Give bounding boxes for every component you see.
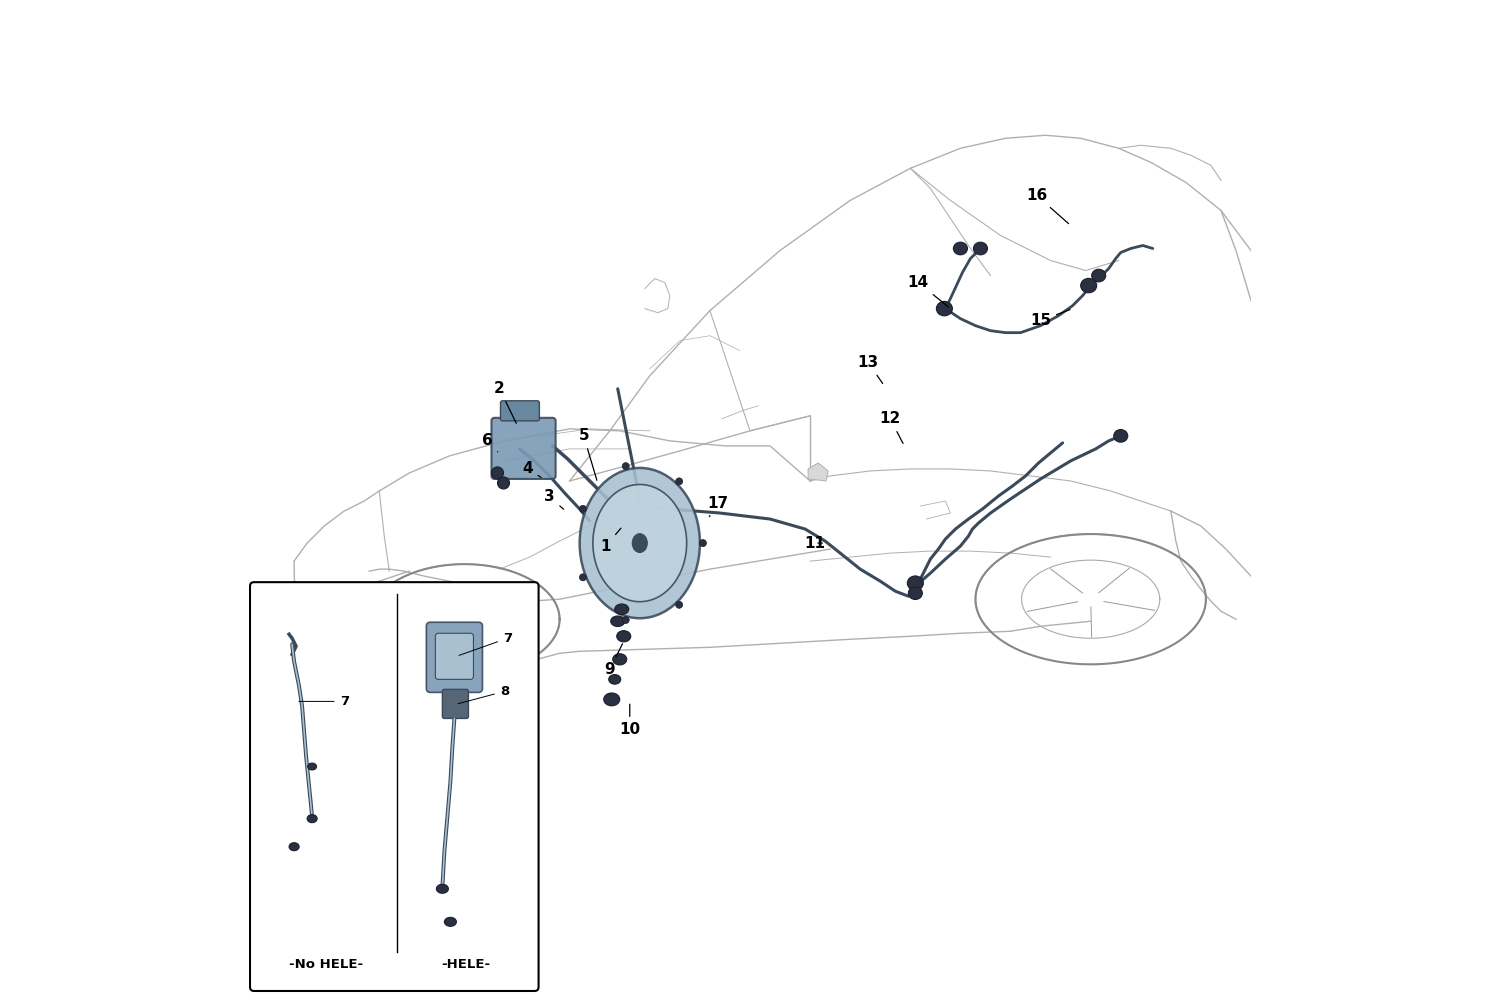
Text: 16: 16 [1026,188,1068,223]
FancyBboxPatch shape [251,582,538,991]
Ellipse shape [579,574,586,581]
Ellipse shape [622,616,628,623]
Text: 13: 13 [858,356,882,384]
Ellipse shape [908,576,924,590]
Ellipse shape [1113,430,1128,442]
FancyBboxPatch shape [435,633,474,679]
Ellipse shape [436,885,448,894]
FancyBboxPatch shape [442,689,468,718]
Ellipse shape [308,763,316,770]
Ellipse shape [616,630,632,642]
Ellipse shape [592,485,687,601]
Text: 11: 11 [804,536,825,550]
Polygon shape [808,463,828,481]
FancyBboxPatch shape [492,418,555,479]
Text: 14: 14 [908,276,948,307]
Text: 1: 1 [600,528,621,553]
FancyBboxPatch shape [426,622,483,692]
Ellipse shape [909,587,922,599]
Ellipse shape [1092,270,1106,282]
Text: 3: 3 [544,490,564,509]
Ellipse shape [936,302,952,316]
Ellipse shape [492,467,504,479]
Text: 4: 4 [522,462,542,478]
Ellipse shape [444,918,456,926]
Text: 12: 12 [879,412,903,444]
Ellipse shape [612,653,627,665]
FancyBboxPatch shape [501,401,540,421]
Text: 7: 7 [298,695,350,707]
Text: 15: 15 [1030,310,1069,328]
Text: -HELE-: -HELE- [441,959,491,971]
Ellipse shape [954,242,968,255]
Ellipse shape [290,843,298,851]
Ellipse shape [579,468,700,618]
Text: 2: 2 [494,382,516,424]
Ellipse shape [610,616,624,626]
Text: 5: 5 [579,429,597,480]
Text: 6: 6 [482,434,498,452]
Ellipse shape [615,604,628,614]
Ellipse shape [675,601,682,608]
Ellipse shape [633,534,648,552]
Text: 17: 17 [708,496,729,517]
Ellipse shape [622,463,628,470]
Ellipse shape [308,815,316,823]
Text: 8: 8 [458,685,509,703]
Text: 10: 10 [620,704,640,736]
Ellipse shape [603,693,619,705]
Ellipse shape [1080,279,1096,293]
Ellipse shape [498,477,510,489]
Ellipse shape [579,505,586,512]
Ellipse shape [609,674,621,684]
Text: 7: 7 [459,632,512,655]
Ellipse shape [675,478,682,485]
Ellipse shape [699,540,706,547]
Text: 9: 9 [604,643,622,676]
Text: -No HELE-: -No HELE- [288,959,363,971]
Ellipse shape [974,242,987,255]
